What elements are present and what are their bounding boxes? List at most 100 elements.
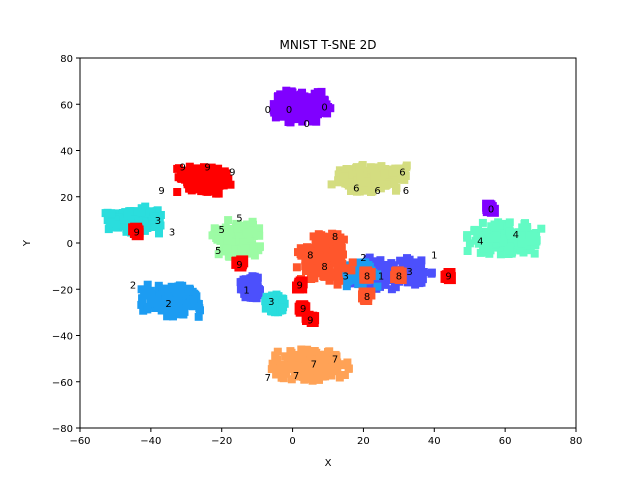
point <box>239 275 248 284</box>
point <box>196 185 205 194</box>
point <box>281 111 289 120</box>
digit-label: 0 <box>488 204 494 215</box>
point <box>166 296 175 305</box>
point <box>238 251 247 259</box>
digit-label: 8 <box>307 251 313 262</box>
point <box>319 243 328 251</box>
point <box>347 266 356 275</box>
point <box>389 261 398 270</box>
digit-label: 8 <box>364 271 370 282</box>
point <box>143 302 152 311</box>
point <box>131 225 144 238</box>
digit-label: 5 <box>236 214 242 225</box>
point <box>381 165 390 173</box>
point <box>173 188 182 196</box>
point <box>272 370 281 379</box>
x-tick-label: 40 <box>428 436 441 447</box>
point <box>169 300 178 309</box>
digit-label: 5 <box>215 246 221 257</box>
digit-label: 9 <box>236 260 242 271</box>
point <box>301 256 310 265</box>
point <box>315 251 324 260</box>
point <box>318 358 327 367</box>
point <box>344 364 353 373</box>
point <box>307 374 316 383</box>
point <box>484 241 493 250</box>
point <box>302 267 310 275</box>
point <box>474 226 483 235</box>
point <box>334 271 343 280</box>
point <box>301 262 310 271</box>
digit-label: 3 <box>406 267 412 278</box>
point <box>214 250 223 259</box>
point <box>419 268 428 276</box>
point <box>122 224 131 233</box>
point <box>270 296 279 305</box>
chart-title: MNIST T-SNE 2D <box>279 38 376 52</box>
point <box>208 231 217 240</box>
point <box>170 309 178 318</box>
y-tick-label: −60 <box>52 378 73 389</box>
point <box>288 90 297 99</box>
digit-label: 9 <box>158 186 164 197</box>
point <box>381 280 390 289</box>
digit-label: 2 <box>165 299 171 310</box>
point <box>530 249 539 258</box>
digit-label: 7 <box>311 359 317 370</box>
point <box>413 268 422 277</box>
point <box>314 371 323 380</box>
point <box>274 360 283 369</box>
digit-label: 3 <box>268 297 274 308</box>
point <box>335 249 344 257</box>
digit-label: 0 <box>265 105 271 116</box>
point <box>189 295 198 304</box>
point <box>328 234 337 243</box>
digit-label: 4 <box>477 237 483 248</box>
point <box>163 312 172 321</box>
point <box>137 300 146 309</box>
point <box>107 209 116 218</box>
point <box>352 187 361 196</box>
point <box>200 163 208 172</box>
point <box>184 287 193 296</box>
y-tick-label: 0 <box>67 239 73 250</box>
point <box>210 224 219 233</box>
point <box>139 214 148 223</box>
x-tick-label: −40 <box>140 436 161 447</box>
digit-label: 6 <box>374 186 380 197</box>
point <box>241 244 250 253</box>
point <box>331 350 340 359</box>
point <box>353 258 362 267</box>
point <box>137 208 146 217</box>
point <box>465 239 474 248</box>
point <box>226 229 235 238</box>
x-tick-label: −20 <box>211 436 232 447</box>
point <box>405 255 414 264</box>
point <box>320 272 329 281</box>
point <box>107 218 115 227</box>
point <box>298 117 307 126</box>
point <box>358 262 367 271</box>
point <box>487 222 496 231</box>
point <box>301 113 310 122</box>
point <box>189 173 198 182</box>
point <box>176 174 185 183</box>
point <box>388 168 397 177</box>
point <box>313 88 322 97</box>
point <box>104 225 113 234</box>
point <box>335 166 344 175</box>
point <box>214 164 223 173</box>
point <box>312 348 321 357</box>
point <box>183 180 192 189</box>
point <box>269 100 278 109</box>
digit-label: 8 <box>396 271 402 282</box>
digit-label: 1 <box>243 285 249 296</box>
point <box>275 298 284 307</box>
point <box>214 189 223 198</box>
point <box>330 366 338 375</box>
point <box>523 223 532 231</box>
point <box>255 231 264 240</box>
digit-label: 8 <box>321 262 327 273</box>
point <box>255 224 264 233</box>
point <box>333 241 342 250</box>
